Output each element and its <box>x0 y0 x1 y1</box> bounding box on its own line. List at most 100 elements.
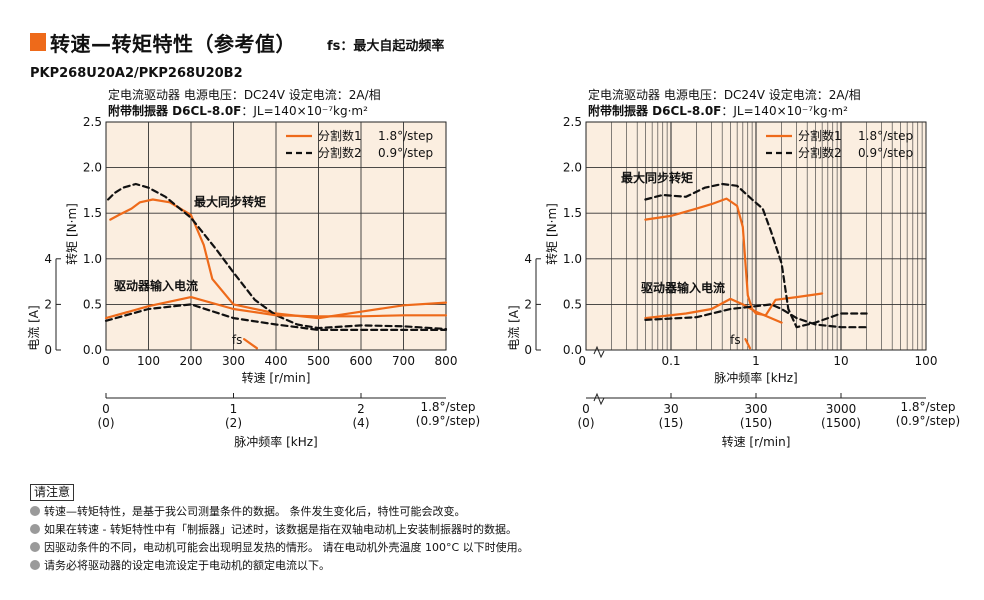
y-axis-title: 转矩 [N·m] <box>544 203 559 265</box>
y-tick-label: 0.5 <box>563 297 582 311</box>
secondary-x-tick-label: 3000 <box>826 402 857 416</box>
condition-line-1-right: 定电流驱动器 电源电压：DC24V 设定电流：2A/相 <box>588 88 861 102</box>
series-line-torque-1 <box>109 198 448 320</box>
series-line-torque-2 <box>106 182 448 331</box>
current-tick-label: 4 <box>44 252 52 266</box>
condition-line-2-left: 附带制振器 D6CL-8.0F：JL=140×10⁻⁷kg·m² <box>108 102 368 119</box>
current-tick-label: 2 <box>44 297 52 311</box>
x-tick-label: 100 <box>915 354 938 368</box>
series-line-torque-1 <box>644 197 824 317</box>
series-line-current-1 <box>104 296 448 320</box>
condition-line-1-left: 定电流驱动器 电源电压：DC24V 设定电流：2A/相 <box>108 88 381 102</box>
secondary-x-tick-label: 30 <box>663 402 678 416</box>
inertia-left: ：JL=140×10⁻⁷kg·m² <box>241 104 368 118</box>
annotation-fs: fs <box>730 333 740 347</box>
legend-label-1: 分割数1 <box>318 128 362 143</box>
series-line-torque-2 <box>644 182 868 329</box>
bullet-icon <box>30 506 40 516</box>
secondary-x-axis-title: 脉冲频率 [kHz] <box>234 434 317 449</box>
y-tick-label: 1.0 <box>563 252 582 266</box>
annotation-max-sync: 最大同步转矩 <box>621 170 693 185</box>
x-tick-label: 0 <box>578 354 586 368</box>
legend-step-1: 1.8°/step <box>378 129 433 143</box>
secondary-x-tick-label: 0 <box>582 402 590 416</box>
y-tick-label: 0.0 <box>83 343 102 357</box>
annotation-max-sync: 最大同步转矩 <box>194 194 266 209</box>
y-tick-label: 1.5 <box>563 206 582 220</box>
series-line-current-2 <box>644 303 868 329</box>
secondary-x-tick-sublabel: (2) <box>225 416 242 430</box>
inertia-right: ：JL=140×10⁻⁷kg·m² <box>721 104 848 118</box>
secondary-x-tick-label: 300 <box>745 402 768 416</box>
x-tick-label: 1 <box>752 354 760 368</box>
x-tick-label: 500 <box>307 354 330 368</box>
legend-label-1: 分割数1 <box>798 128 842 143</box>
note-item: 转速—转矩特性，是基于我公司测量条件的数据。 条件发生变化后，特性可能会改变。 <box>30 503 466 519</box>
x-tick-label: 100 <box>137 354 160 368</box>
series-line-fs-1 <box>243 338 258 350</box>
legend-step-1: 1.8°/step <box>858 129 913 143</box>
bullet-icon <box>30 560 40 570</box>
secondary-x-tick-label: 0 <box>102 402 110 416</box>
page-subtitle: fs：最大自起动频率 <box>327 39 445 54</box>
y-tick-label: 2.5 <box>563 115 582 129</box>
secondary-x-tick-sublabel: (150) <box>740 416 772 430</box>
series-line-current-1 <box>644 297 783 324</box>
x-tick-label: 400 <box>265 354 288 368</box>
secondary-x-axis-title: 转速 [r/min] <box>722 434 791 449</box>
secondary-x-tick-sublabel: (0) <box>578 416 595 430</box>
damper-model-left: 附带制振器 D6CL-8.0F <box>108 104 242 118</box>
condition-line-2-right: 附带制振器 D6CL-8.0F：JL=140×10⁻⁷kg·m² <box>588 102 848 119</box>
step-label-2: (0.9°/step) <box>416 414 480 428</box>
note-item: 因驱动条件的不同，电动机可能会出现明显发热的情形。 请在电动机外壳温度 100°… <box>30 539 529 555</box>
damper-model-right: 附带制振器 D6CL-8.0F <box>588 104 722 118</box>
secondary-x-tick-label: 1 <box>230 402 238 416</box>
legend-step-2: 0.9°/step <box>378 146 433 160</box>
series-line-fs-1 <box>744 338 752 350</box>
step-label-2: (0.9°/step) <box>896 414 960 428</box>
y-tick-label: 2.5 <box>83 115 102 129</box>
y-tick-label: 2.0 <box>83 161 102 175</box>
x-tick-label: 600 <box>350 354 373 368</box>
notes-heading: 请注意 <box>30 484 75 501</box>
secondary-x-tick-sublabel: (15) <box>659 416 684 430</box>
x-tick-label: 0.1 <box>661 354 680 368</box>
annotation-driver-input: 驱动器输入电流 <box>114 278 198 293</box>
bullet-icon <box>30 524 40 534</box>
current-axis-title: 电流 [A] <box>27 305 41 350</box>
x-axis-title: 脉冲频率 [kHz] <box>714 370 797 385</box>
bullet-icon <box>30 542 40 552</box>
x-tick-label: 200 <box>180 354 203 368</box>
x-tick-label: 0 <box>102 354 110 368</box>
secondary-x-tick-label: 2 <box>357 402 365 416</box>
secondary-x-tick-sublabel: (4) <box>353 416 370 430</box>
note-item: 如果在转速 - 转矩特性中有「制振器」记述时，该数据是指在双轴电动机上安装制振器… <box>30 521 517 537</box>
x-axis-title: 转速 [r/min] <box>242 370 311 385</box>
step-label-1: 1.8°/step <box>900 400 955 414</box>
secondary-x-tick-sublabel: (1500) <box>821 416 861 430</box>
y-tick-label: 1.5 <box>83 206 102 220</box>
page-title: 转速—转矩特性（参考值） <box>50 32 296 56</box>
title-marker <box>30 33 46 51</box>
annotation-driver-input: 驱动器输入电流 <box>641 280 725 295</box>
model-name: PKP268U20A2/PKP268U20B2 <box>30 66 243 81</box>
x-tick-label: 300 <box>222 354 245 368</box>
characteristics-charts: 0.00.51.01.52.02.50 100 200 300 400 500 600 700… <box>27 115 960 449</box>
y-tick-label: 2.0 <box>563 161 582 175</box>
current-tick-label: 4 <box>524 252 532 266</box>
legend-label-2: 分割数2 <box>318 145 362 160</box>
current-axis-title: 电流 [A] <box>507 305 521 350</box>
axis-break-mark <box>593 392 605 406</box>
y-tick-label: 0.5 <box>83 297 102 311</box>
annotation-fs: fs <box>232 333 242 347</box>
current-tick-label: 0 <box>524 343 532 357</box>
legend-step-2: 0.9°/step <box>858 146 913 160</box>
current-tick-label: 2 <box>524 297 532 311</box>
note-item: 请务必将驱动器的设定电流设定于电动机的额定电流以下。 <box>30 557 330 573</box>
secondary-x-tick-sublabel: (0) <box>98 416 115 430</box>
x-tick-label: 700 <box>392 354 415 368</box>
y-tick-label: 1.0 <box>83 252 102 266</box>
y-tick-label: 0.0 <box>563 343 582 357</box>
step-label-1: 1.8°/step <box>420 400 475 414</box>
x-tick-label: 800 <box>435 354 458 368</box>
